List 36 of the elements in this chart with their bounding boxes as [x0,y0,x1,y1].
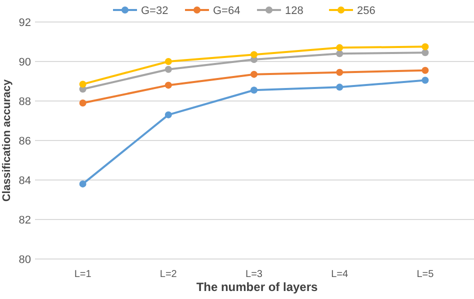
x-tick-label: L=3 [246,269,263,280]
point [422,76,429,84]
point [250,51,258,58]
point [336,84,344,91]
point [422,49,429,56]
y-tick-label: 90 [18,56,31,68]
y-tick-label: 92 [18,16,31,29]
point [336,68,344,76]
point [250,70,258,78]
point [164,111,172,118]
point [422,43,429,50]
point [79,99,86,106]
point [336,50,344,58]
y-tick-label: 80 [18,254,31,266]
y-tick-label: 88 [18,96,31,108]
point [336,44,344,52]
point [422,66,429,74]
y-tick-label: 84 [18,174,31,187]
x-tick-label: L=2 [160,269,178,280]
y-axis-title: Classification accuracy [1,78,13,202]
y-tick-label: 82 [18,214,31,226]
point [79,180,86,188]
point [164,58,172,65]
point [79,80,86,88]
legend-label: 128 [285,4,304,17]
legend-label: G=32 [141,4,168,17]
point [250,86,258,94]
x-tick-label: L=4 [331,269,349,280]
point [164,82,172,89]
legend-label: G=64 [213,4,240,17]
x-tick-label: L=1 [74,269,92,280]
x-tick-label: L=5 [416,269,434,280]
y-tick-label: 86 [18,135,31,148]
point [164,66,172,73]
legend-label: 256 [357,4,376,17]
x-axis-title: The number of layers [196,280,318,294]
